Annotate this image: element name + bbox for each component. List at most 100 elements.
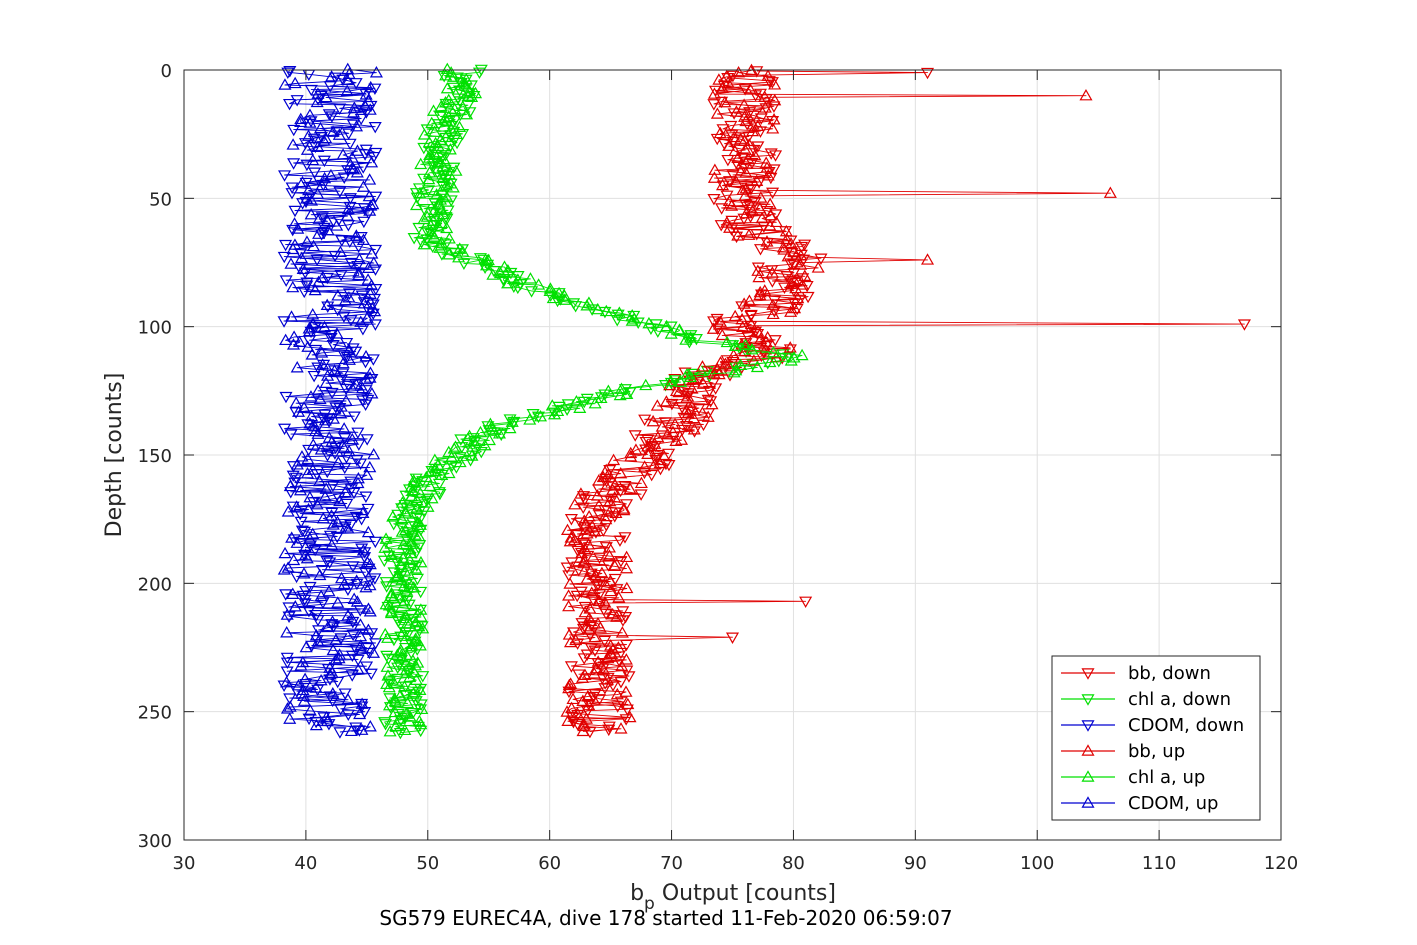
- data-point: [571, 709, 585, 722]
- data-point: [744, 317, 758, 330]
- data-point: [342, 353, 356, 365]
- data-point: [304, 390, 318, 402]
- data-point: [365, 278, 379, 291]
- data-point: [344, 724, 358, 737]
- data-point: [713, 315, 728, 327]
- data-point: [350, 578, 364, 591]
- data-point: [410, 573, 425, 586]
- data-point: [280, 626, 294, 638]
- data-point: [461, 89, 475, 101]
- data-point: [300, 143, 314, 155]
- data-point: [584, 568, 598, 581]
- data-point: [289, 407, 303, 419]
- data-point: [294, 115, 308, 128]
- data-point: [303, 581, 317, 594]
- data-point: [404, 647, 418, 660]
- data-point: [410, 501, 424, 513]
- data-point: [423, 165, 437, 178]
- data-point: [283, 712, 297, 724]
- data-point: [742, 294, 756, 306]
- data-point: [368, 121, 382, 134]
- data-point: [301, 340, 315, 352]
- data-point: [609, 506, 623, 519]
- data-point: [330, 531, 344, 544]
- data-point: [784, 237, 798, 249]
- data-point: [453, 120, 467, 133]
- data-point: [764, 172, 778, 185]
- data-point: [326, 412, 340, 424]
- data-point: [278, 546, 292, 559]
- data-point: [336, 356, 350, 369]
- data-point: [363, 287, 377, 299]
- data-point: [438, 96, 453, 108]
- data-point: [345, 650, 359, 663]
- data-point: [396, 625, 410, 638]
- data-point: [349, 119, 364, 132]
- data-point: [753, 244, 768, 256]
- data-point: [407, 665, 421, 678]
- data-point: [366, 299, 380, 311]
- data-point: [424, 464, 438, 477]
- data-point: [795, 348, 809, 361]
- data-point: [333, 186, 347, 198]
- data-point: [604, 584, 618, 597]
- data-point: [482, 433, 496, 446]
- data-point: [286, 461, 300, 473]
- data-point: [760, 238, 774, 250]
- data-point: [336, 148, 350, 160]
- data-point: [444, 195, 458, 207]
- legend-box: [1051, 655, 1261, 821]
- data-point: [363, 575, 377, 588]
- data-point: [681, 406, 695, 419]
- data-point: [302, 444, 316, 457]
- data-point: [347, 411, 361, 423]
- data-point: [578, 668, 592, 681]
- y-tick-label: 100: [138, 318, 172, 339]
- data-point: [305, 348, 319, 360]
- data-point: [310, 497, 324, 510]
- data-point: [328, 364, 342, 376]
- data-point: [369, 66, 383, 78]
- data-point: [329, 402, 343, 414]
- data-point: [473, 253, 487, 265]
- data-point: [338, 462, 352, 475]
- data-point: [339, 520, 353, 532]
- data-point: [333, 494, 347, 507]
- data-point: [368, 536, 382, 549]
- data-point: [367, 256, 381, 268]
- data-point: [313, 121, 328, 134]
- data-point: [279, 275, 293, 287]
- data-point: [287, 217, 302, 229]
- data-point: [315, 178, 329, 191]
- data-point: [651, 326, 665, 338]
- data-point: [406, 687, 420, 699]
- data-point: [645, 442, 659, 454]
- data-point: [332, 128, 346, 140]
- data-point: [388, 705, 402, 718]
- data-point: [326, 687, 340, 699]
- data-point: [687, 426, 702, 438]
- data-point: [543, 282, 557, 294]
- data-point: [566, 692, 580, 705]
- data-point: [294, 659, 308, 671]
- data-point: [295, 450, 309, 462]
- data-point: [744, 321, 758, 333]
- data-point: [281, 67, 295, 80]
- data-point: [600, 673, 614, 685]
- data-point: [648, 437, 662, 449]
- data-point: [452, 250, 466, 263]
- data-point: [661, 427, 675, 440]
- data-point: [404, 639, 418, 652]
- data-point: [413, 187, 427, 199]
- data-point: [751, 262, 765, 274]
- data-point: [750, 360, 764, 373]
- data-point: [322, 416, 336, 428]
- data-point: [641, 440, 655, 452]
- data-point: [381, 631, 395, 643]
- data-point: [523, 413, 537, 425]
- data-point: [753, 285, 767, 298]
- data-point: [447, 162, 461, 175]
- data-point: [306, 438, 320, 450]
- data-point: [368, 573, 382, 585]
- data-point: [716, 124, 730, 136]
